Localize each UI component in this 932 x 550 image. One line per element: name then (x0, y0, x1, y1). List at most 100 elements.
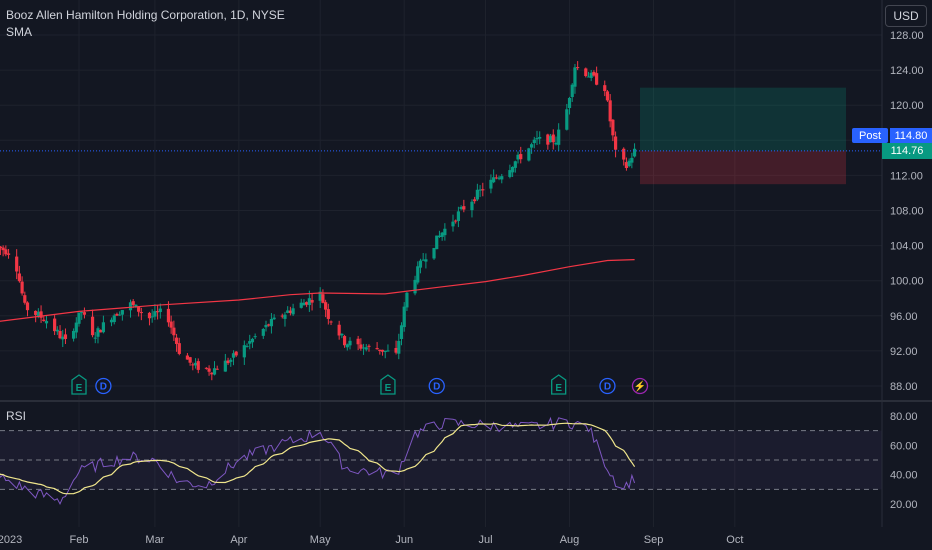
rsi-ma-line (0, 422, 636, 495)
candle (557, 123, 561, 152)
price-tick-label: 104.00 (890, 241, 924, 253)
time-tick-label: Sep (644, 534, 664, 546)
candle (305, 301, 309, 308)
candle (226, 357, 230, 365)
candle (345, 343, 349, 351)
time-tick-label: May (310, 534, 331, 546)
candle (299, 298, 303, 309)
candle (399, 322, 404, 346)
rsi-legend-label[interactable]: RSI (6, 409, 27, 423)
rsi-tick-label: 20.00 (890, 499, 918, 511)
candle (567, 96, 572, 115)
earnings-event-icon[interactable]: E (551, 374, 567, 395)
chart-legend-title[interactable]: Booz Allen Hamilton Holding Corporation,… (6, 8, 285, 22)
candle (169, 315, 173, 334)
candle (101, 315, 105, 334)
candle (172, 320, 176, 341)
candle (603, 80, 607, 97)
position-profit-zone[interactable] (639, 87, 846, 151)
candle (253, 333, 257, 340)
candle (131, 299, 135, 308)
candle (494, 174, 498, 180)
candle (55, 326, 59, 335)
time-tick-label: Feb (70, 534, 89, 546)
price-tick-label: 112.00 (890, 170, 923, 182)
candle (364, 343, 368, 352)
candle (421, 253, 425, 261)
candle (15, 249, 19, 280)
candle (269, 313, 274, 334)
candle (204, 367, 208, 370)
currency-button[interactable]: USD (885, 5, 927, 27)
candle (375, 342, 379, 350)
candle (329, 320, 333, 325)
candle (71, 328, 76, 342)
candle (166, 301, 171, 327)
dividend-event-icon[interactable]: D (428, 377, 445, 395)
candle (44, 315, 49, 329)
candle (437, 230, 442, 238)
candle (77, 312, 81, 327)
candle (288, 306, 292, 316)
candle (153, 304, 157, 320)
earnings-event-icon[interactable]: E (380, 374, 396, 395)
candle (462, 199, 466, 213)
candle (20, 276, 24, 296)
rsi-axis[interactable]: 80.00 60.00 40.00 20.00 (890, 411, 918, 511)
candle (264, 320, 268, 332)
time-tick-label: Apr (230, 534, 247, 546)
candle (128, 299, 133, 318)
svg-text:D: D (100, 382, 107, 393)
candle (632, 143, 637, 158)
candle (223, 353, 227, 372)
candle (519, 146, 523, 164)
candle (570, 83, 574, 102)
candle (250, 337, 255, 348)
candle (478, 185, 482, 198)
earnings-event-icon[interactable]: E (71, 374, 87, 395)
dividend-event-icon[interactable]: D (95, 377, 112, 395)
candle (532, 136, 536, 149)
candle (440, 231, 444, 241)
candle (340, 333, 344, 339)
svg-text:D: D (604, 382, 611, 393)
last-price-label: 114.76 (882, 143, 932, 159)
price-tick-label: 124.00 (890, 65, 924, 77)
candle (459, 205, 463, 211)
candle (272, 314, 276, 320)
position-loss-zone[interactable] (639, 150, 846, 185)
candle (242, 340, 246, 365)
candle (150, 309, 154, 323)
candle (25, 301, 30, 317)
candle (248, 334, 252, 350)
candle (283, 311, 287, 327)
dividend-event-icon[interactable]: D (599, 377, 616, 395)
candle (595, 66, 599, 86)
candle (622, 147, 626, 166)
candle (212, 361, 217, 376)
candle (527, 147, 531, 162)
time-tick-label: Jul (478, 534, 492, 546)
candle (418, 258, 423, 274)
candle (291, 303, 295, 317)
price-axis[interactable]: 128.00124.00120.00116.00112.00108.00104.… (890, 30, 924, 393)
candle (120, 309, 124, 321)
candle (234, 350, 238, 358)
candle (99, 329, 103, 333)
svg-text:⚡: ⚡ (634, 380, 646, 393)
svg-text:E: E (385, 383, 392, 394)
post-market-price: 114.80 (890, 128, 932, 143)
candle (535, 130, 539, 145)
split-event-icon[interactable]: ⚡ (631, 377, 649, 395)
sma-legend-label[interactable]: SMA (6, 25, 33, 39)
time-axis[interactable]: 2023 Feb Mar Apr May Jun Jul Aug Sep Oct (0, 534, 743, 546)
candle (456, 206, 461, 228)
rsi-levels (0, 430, 882, 490)
candle (0, 245, 3, 255)
candle (359, 338, 363, 351)
candle (58, 325, 62, 340)
candle (342, 334, 347, 348)
candle (93, 332, 97, 344)
candle (470, 199, 474, 218)
